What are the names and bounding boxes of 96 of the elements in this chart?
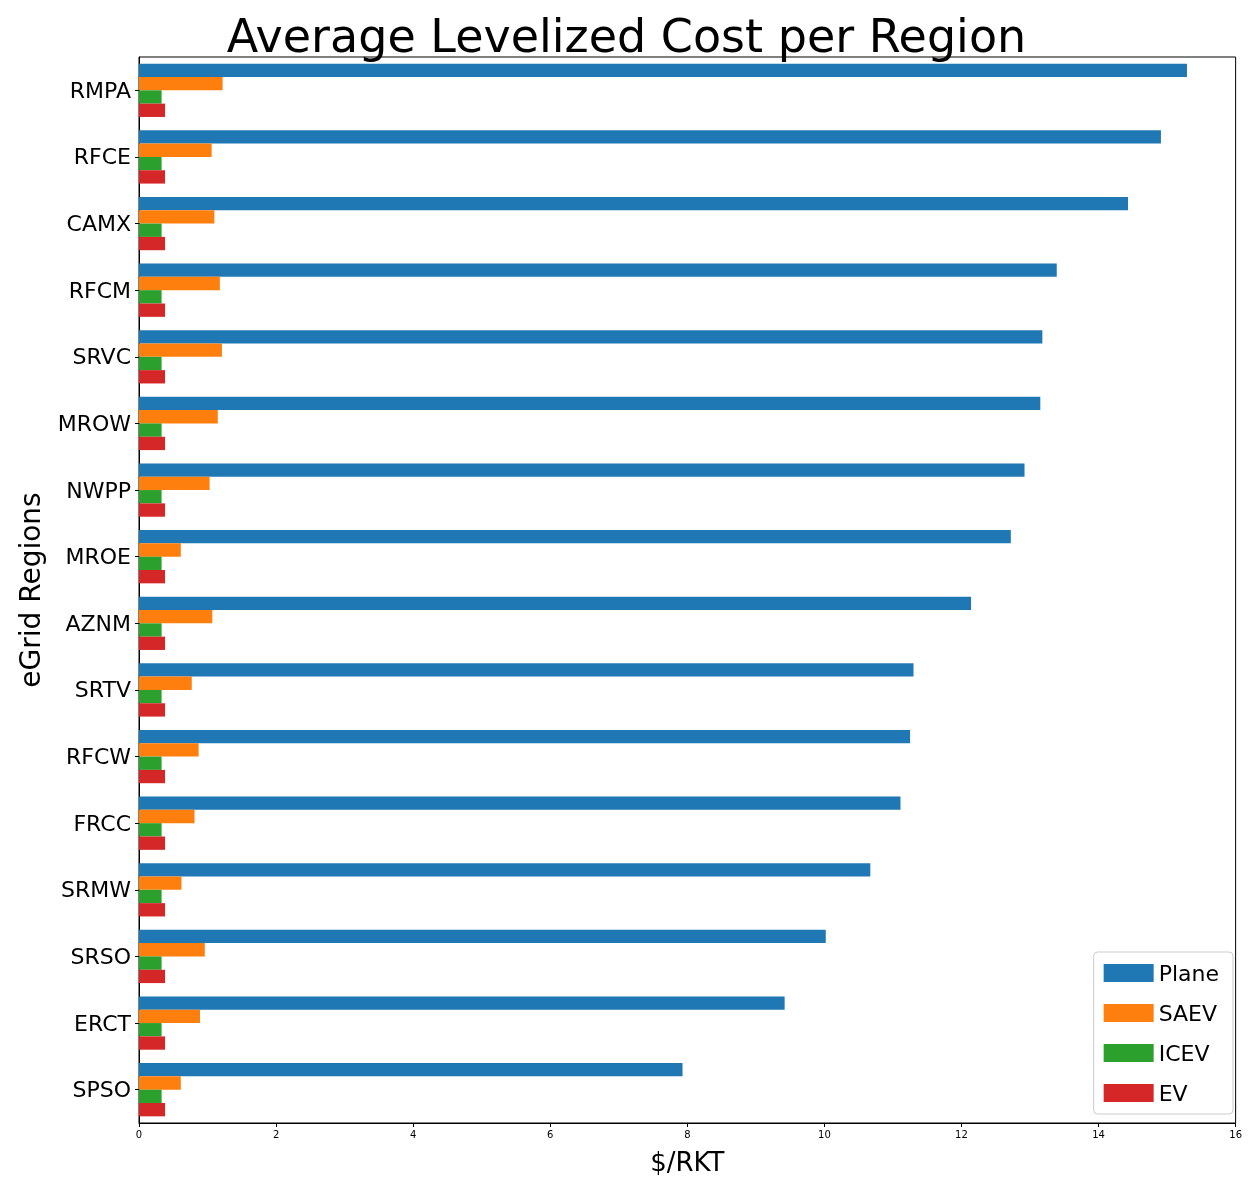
- y-tick-label: SRVC: [72, 344, 131, 370]
- bar: [139, 996, 785, 1010]
- bar: [139, 703, 166, 717]
- bar: [139, 956, 162, 970]
- bar: [139, 769, 166, 784]
- bar: [139, 290, 162, 304]
- bar: [139, 609, 213, 624]
- bar: [139, 263, 1057, 277]
- bar: [139, 76, 223, 91]
- bar: [139, 756, 162, 770]
- bar: [139, 689, 162, 704]
- bar: [139, 556, 162, 571]
- bar: [139, 156, 162, 171]
- bar: [139, 276, 220, 291]
- y-tick-label: MROE: [65, 544, 131, 570]
- bar: [139, 823, 162, 837]
- bar: [139, 876, 182, 890]
- legend-label: ICEV: [1158, 1040, 1210, 1066]
- bar: [139, 570, 166, 584]
- bar: [139, 103, 166, 117]
- bar: [139, 63, 1187, 77]
- bar: [139, 503, 166, 517]
- y-tick-label: RMPA: [69, 77, 131, 103]
- bar: [139, 596, 972, 610]
- bar: [139, 370, 166, 384]
- bar: [139, 903, 166, 917]
- x-tick-label: 16: [1229, 1128, 1242, 1140]
- x-tick-label: 10: [818, 1128, 831, 1140]
- y-tick-label: RFCE: [73, 144, 131, 170]
- bar: [139, 1009, 200, 1024]
- bar: [139, 170, 166, 184]
- bar: [139, 836, 166, 850]
- bar: [139, 863, 871, 877]
- bar: [139, 436, 166, 451]
- bar: [139, 236, 166, 251]
- bar: [139, 729, 911, 744]
- bar: [139, 1089, 162, 1104]
- bar: [139, 623, 162, 637]
- x-tick-label: 0: [135, 1128, 143, 1140]
- legend-label: SAEV: [1158, 1000, 1218, 1026]
- bar: [139, 396, 1041, 411]
- bar: [139, 889, 162, 904]
- bar: [139, 743, 199, 757]
- y-tick-label: SRTV: [74, 677, 131, 703]
- y-tick-label: CAMX: [66, 211, 131, 237]
- bar: [139, 530, 1011, 544]
- bar: [139, 223, 162, 237]
- bar: [139, 143, 212, 157]
- y-tick-label: MROW: [57, 410, 132, 436]
- bar: [139, 1063, 683, 1077]
- bar: [139, 1076, 181, 1090]
- bar: [139, 490, 162, 504]
- y-tick-label: ERCT: [74, 1010, 132, 1036]
- bar: [139, 676, 192, 690]
- x-tick-label: 4: [409, 1128, 417, 1140]
- bar: [139, 90, 162, 104]
- bar: [139, 210, 215, 224]
- legend-label: EV: [1158, 1080, 1188, 1106]
- y-tick-label: RFCM: [68, 277, 131, 303]
- y-tick-label: SRMW: [61, 877, 132, 903]
- bar: [139, 476, 210, 491]
- x-tick-label: 14: [1092, 1128, 1105, 1140]
- bar: [139, 1023, 162, 1037]
- bar: [139, 663, 914, 677]
- x-axis-title: $/RKT: [650, 1147, 725, 1177]
- x-tick-label: 6: [547, 1128, 554, 1140]
- bar: [139, 943, 205, 957]
- bar: [139, 130, 1161, 144]
- bar: [139, 1103, 166, 1117]
- y-tick-label: SPSO: [72, 1077, 131, 1103]
- chart-title: Average Levelized Cost per Region: [226, 9, 1027, 63]
- x-tick-label: 8: [684, 1128, 691, 1140]
- bar: [139, 343, 222, 357]
- bar: [139, 809, 195, 824]
- y-axis-title: eGrid Regions: [13, 492, 47, 688]
- y-tick-label: RFCW: [65, 744, 132, 770]
- x-tick-label: 12: [955, 1128, 968, 1140]
- bar: [139, 423, 162, 437]
- bar: [139, 330, 1043, 344]
- x-tick-label: 2: [272, 1128, 280, 1140]
- bar: [139, 356, 162, 371]
- bar: [139, 410, 218, 424]
- legend-label: Plane: [1158, 960, 1219, 986]
- y-tick-label: SRSO: [70, 943, 131, 969]
- bar: [139, 796, 901, 810]
- bar: [139, 463, 1025, 477]
- bar: [139, 1036, 166, 1050]
- bar: [139, 969, 166, 984]
- y-tick-label: AZNM: [65, 610, 131, 636]
- y-tick-label: NWPP: [66, 477, 131, 503]
- y-tick-label: FRCC: [73, 810, 131, 836]
- bar: [139, 196, 1129, 211]
- bar: [139, 636, 166, 650]
- bar: [139, 929, 826, 944]
- bar: [139, 543, 181, 557]
- bar: [139, 303, 166, 317]
